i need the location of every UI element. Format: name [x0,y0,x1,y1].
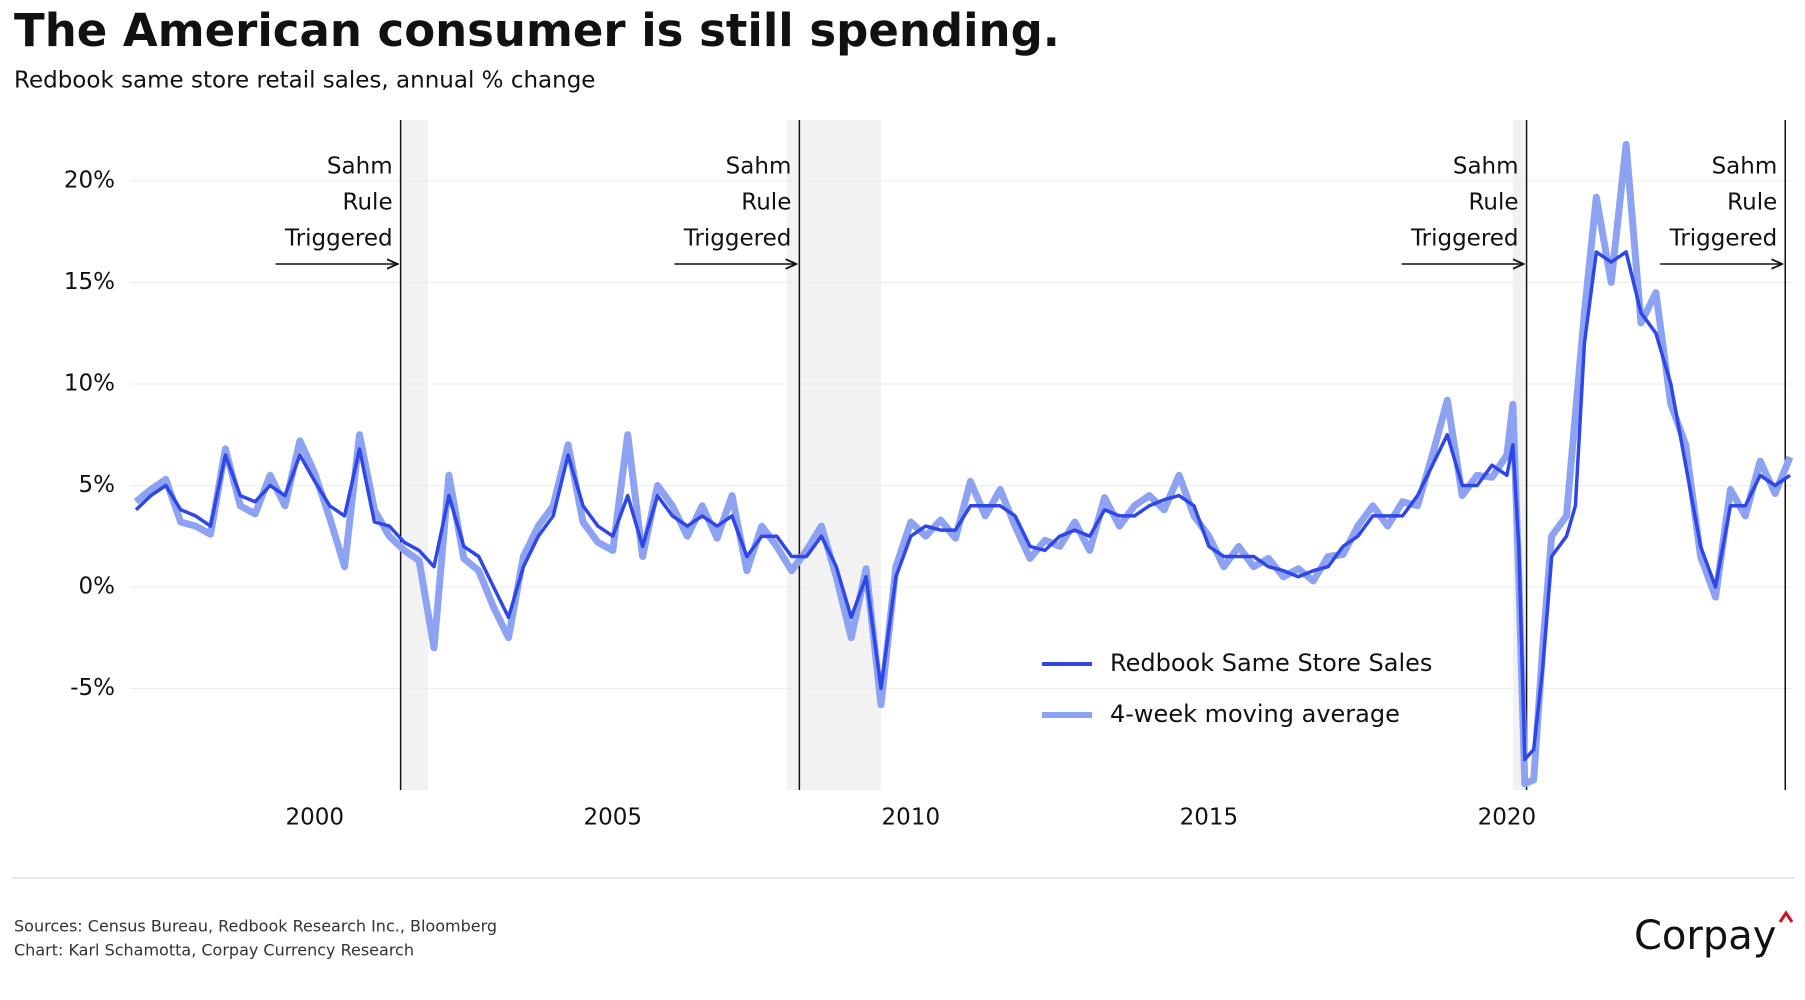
y-tick-label: 0% [79,573,116,599]
annotation-text: Rule [1468,190,1518,216]
y-tick-label: 10% [64,370,115,396]
recession-band [786,120,882,790]
annotation-text: Rule [343,190,393,216]
legend-label: Redbook Same Store Sales [1110,649,1432,677]
y-tick-label: 15% [64,269,115,295]
legend-label: 4-week moving average [1110,700,1400,728]
y-tick-label: -5% [70,675,115,701]
chart-subtitle: Redbook same store retail sales, annual … [14,68,595,94]
annotation-text: Sahm [1453,154,1519,180]
recession-band [401,120,429,790]
series-line [134,250,1791,762]
x-tick-label: 2000 [286,805,345,831]
annotation-text: Triggered [284,226,393,252]
logo: Corpay [1634,913,1776,959]
y-tick-label: 5% [79,472,116,498]
annotation-text: Triggered [683,226,792,252]
x-tick-label: 2010 [882,805,941,831]
annotation-text: Sahm [1712,154,1778,180]
annotation-text: Triggered [1669,226,1778,252]
series-line [133,140,1794,788]
chart-title: The American consumer is still spending. [14,4,1060,57]
source-note: Chart: Karl Schamotta, Corpay Currency R… [14,941,414,960]
y-tick-label: 20% [64,167,115,193]
x-tick-label: 2015 [1180,805,1239,831]
annotation-text: Sahm [726,154,792,180]
annotation-text: Rule [1727,190,1777,216]
annotation-text: Sahm [327,154,393,180]
x-tick-label: 2005 [584,805,643,831]
annotation-text: Triggered [1410,226,1519,252]
recession-band [1512,120,1525,790]
annotation-text: Rule [741,190,791,216]
x-tick-label: 2020 [1478,805,1537,831]
logo-caret [1778,910,1794,923]
source-note: Sources: Census Bureau, Redbook Research… [14,917,497,936]
